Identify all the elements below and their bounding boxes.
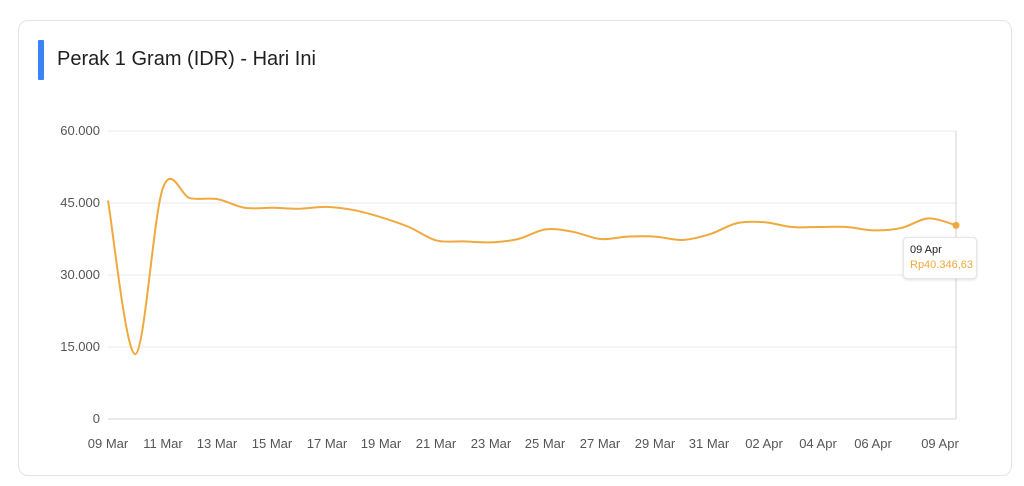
title-accent-bar xyxy=(38,40,44,80)
chart-card: Perak 1 Gram (IDR) - Hari Ini xyxy=(18,20,1012,476)
y-tick-label: 30.000 xyxy=(60,267,100,282)
x-tick-label: 17 Mar xyxy=(307,436,348,451)
x-tick-label: 21 Mar xyxy=(416,436,457,451)
grid-lines xyxy=(108,130,957,420)
series-line xyxy=(107,178,957,356)
series-layer xyxy=(107,178,960,356)
x-tick-label: 06 Apr xyxy=(854,436,892,451)
y-tick-label: 0 xyxy=(93,411,100,426)
x-tick-label: 11 Mar xyxy=(143,436,183,451)
x-tick-label: 31 Mar xyxy=(689,436,730,451)
tooltip-value: Rp40.346,63 xyxy=(910,259,973,271)
tooltip-date: 09 Apr xyxy=(910,244,942,256)
x-tick-label: 15 Mar xyxy=(252,436,293,451)
y-tick-label: 15.000 xyxy=(60,339,100,354)
x-tick-label: 13 Mar xyxy=(197,436,238,451)
x-tick-label: 09 Mar xyxy=(88,436,129,451)
y-tick-label: 45.000 xyxy=(60,195,100,210)
x-tick-label: 29 Mar xyxy=(635,436,676,451)
x-axis-ticks: 09 Mar 11 Mar 13 Mar 15 Mar 17 Mar 19 Mar 21 M… xyxy=(88,436,960,451)
chart-title: Perak 1 Gram (IDR) - Hari Ini xyxy=(57,48,316,70)
x-tick-label: 04 Apr xyxy=(799,436,837,451)
x-tick-label: 23 Mar xyxy=(471,436,512,451)
x-tick-label: 09 Apr xyxy=(921,436,959,451)
x-tick-label: 27 Mar xyxy=(580,436,621,451)
tooltip: 09 Apr Rp40.346,63 xyxy=(903,237,977,279)
y-tick-label: 60.000 xyxy=(60,123,100,138)
x-tick-label: 02 Apr xyxy=(745,436,783,451)
x-tick-label: 25 Mar xyxy=(525,436,566,451)
highlighted-data-point[interactable] xyxy=(952,221,960,229)
y-axis-ticks: 0 15.000 30.000 45.000 60.000 xyxy=(60,123,100,426)
x-tick-label: 19 Mar xyxy=(361,436,402,451)
